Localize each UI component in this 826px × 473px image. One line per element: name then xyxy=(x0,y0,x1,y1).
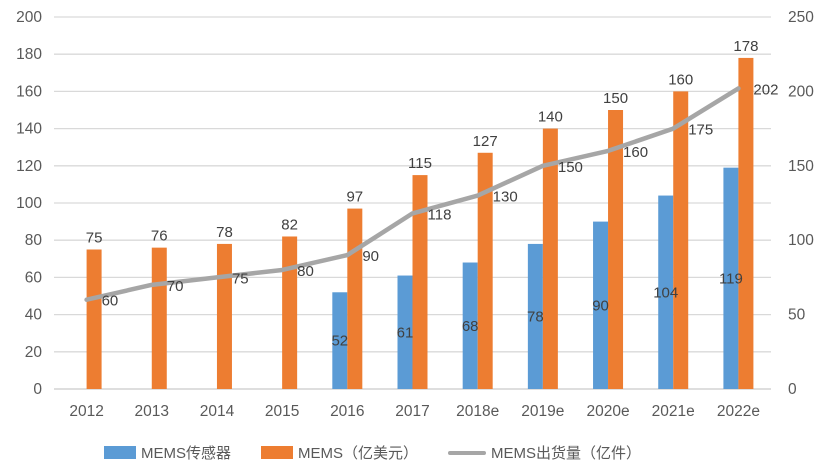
left-axis-tick-label: 180 xyxy=(16,46,42,63)
bar-label-sensor: 68 xyxy=(462,318,479,335)
right-axis-tick-label: 0 xyxy=(788,381,797,398)
category-label: 2020e xyxy=(586,403,629,420)
line-label-shipments: 160 xyxy=(623,144,648,161)
left-axis-tick-label: 100 xyxy=(16,195,42,212)
category-label: 2019e xyxy=(521,403,564,420)
line-label-shipments: 118 xyxy=(428,206,452,223)
category-label: 2021e xyxy=(652,403,695,420)
category-label: 2022e xyxy=(717,403,760,420)
category-label: 2018e xyxy=(456,403,499,420)
bar-label-usd: 76 xyxy=(151,228,168,245)
bar-label-sensor: 52 xyxy=(331,333,348,350)
bar-label-usd: 150 xyxy=(603,90,628,107)
legend-swatch-orange-bar xyxy=(261,446,294,459)
bar-label-sensor: 119 xyxy=(719,270,743,287)
category-label: 2014 xyxy=(200,403,235,420)
bar-mems-sensor xyxy=(658,195,674,389)
bar-label-usd: 82 xyxy=(281,216,298,233)
left-axis-tick-label: 120 xyxy=(16,158,42,175)
bar-mems-sensor xyxy=(527,243,543,389)
left-axis-tick-label: 0 xyxy=(33,381,42,398)
legend-item-mems-shipments: MEMS出货量（亿件） xyxy=(448,442,641,463)
plot-area: 0 20 40 60 80 100 120 140 160 180 200 0 50 100 150 200 2… xyxy=(16,9,814,420)
bar-label-sensor: 90 xyxy=(592,297,609,314)
right-axis-tick-label: 250 xyxy=(788,9,814,26)
bar-label-usd: 140 xyxy=(538,109,563,126)
bar-mems-usd xyxy=(673,91,689,390)
bar-mems-usd xyxy=(86,249,102,389)
left-axis-tick-label: 140 xyxy=(16,121,42,138)
left-axis-tick-label: 200 xyxy=(16,9,42,26)
legend-item-mems-usd: MEMS（亿美元） xyxy=(261,442,418,463)
bar-label-usd: 178 xyxy=(733,38,758,55)
line-label-shipments: 202 xyxy=(753,81,778,98)
bar-mems-sensor xyxy=(397,275,413,389)
left-axis-tick-label: 40 xyxy=(25,307,43,324)
bar-mems-sensor xyxy=(593,221,609,389)
left-axis-tick-label: 160 xyxy=(16,83,42,100)
legend-label-mems-sensor: MEMS传感器 xyxy=(141,445,232,462)
line-label-shipments: 130 xyxy=(493,189,518,206)
bar-label-sensor: 104 xyxy=(653,284,678,301)
legend-label-mems-usd: MEMS（亿美元） xyxy=(298,445,419,462)
legend-label-mems-shipments: MEMS出货量（亿件） xyxy=(491,445,642,462)
bar-label-usd: 97 xyxy=(346,189,363,206)
category-label: 2017 xyxy=(395,403,429,420)
line-mems-shipments xyxy=(84,86,741,302)
line-label-shipments: 175 xyxy=(688,122,713,139)
bar-label-sensor: 78 xyxy=(527,308,544,325)
category-label: 2012 xyxy=(69,403,103,420)
bar-mems-usd xyxy=(151,247,167,389)
line-label-shipments: 75 xyxy=(232,270,249,287)
bar-mems-sensor xyxy=(462,262,478,389)
category-label: 2015 xyxy=(265,403,299,420)
right-axis-tick-label: 100 xyxy=(788,232,814,249)
bar-mems-sensor xyxy=(332,292,348,389)
right-axis-tick-label: 50 xyxy=(788,307,806,324)
right-axis-tick-label: 150 xyxy=(788,158,814,175)
left-axis-tick-label: 60 xyxy=(25,269,43,286)
bar-label-usd: 75 xyxy=(86,230,103,247)
bar-mems-usd xyxy=(738,57,754,390)
line-label-shipments: 60 xyxy=(102,293,119,310)
line-label-shipments: 80 xyxy=(297,263,314,280)
bar-label-usd: 127 xyxy=(473,133,498,150)
bar-label-usd: 160 xyxy=(668,71,693,88)
bar-label-sensor: 61 xyxy=(397,324,414,341)
bar-mems-usd xyxy=(542,128,558,389)
bar-mems-usd xyxy=(282,236,298,389)
legend-swatch-gray-line xyxy=(448,450,487,455)
legend-item-mems-sensor: MEMS传感器 xyxy=(104,442,231,463)
bar-label-usd: 78 xyxy=(216,224,233,241)
bar-mems-usd xyxy=(412,175,428,389)
category-label: 2016 xyxy=(330,403,364,420)
legend-swatch-blue-bar xyxy=(104,446,136,459)
chart-legend: MEMS传感器 MEMS（亿美元） MEMS出货量（亿件） xyxy=(104,442,641,463)
left-axis-tick-label: 80 xyxy=(25,232,43,249)
bar-mems-usd xyxy=(347,208,363,389)
line-label-shipments: 150 xyxy=(558,159,583,176)
bar-mems-usd xyxy=(608,110,624,389)
right-axis-tick-label: 200 xyxy=(788,83,814,100)
category-label: 2013 xyxy=(135,403,169,420)
line-label-shipments: 90 xyxy=(362,248,379,265)
bar-mems-sensor xyxy=(723,167,739,389)
bar-mems-usd xyxy=(477,152,493,389)
bar-label-usd: 115 xyxy=(408,155,432,172)
left-axis-tick-label: 20 xyxy=(25,344,43,361)
line-label-shipments: 70 xyxy=(167,278,184,295)
bar-mems-usd xyxy=(216,243,232,389)
